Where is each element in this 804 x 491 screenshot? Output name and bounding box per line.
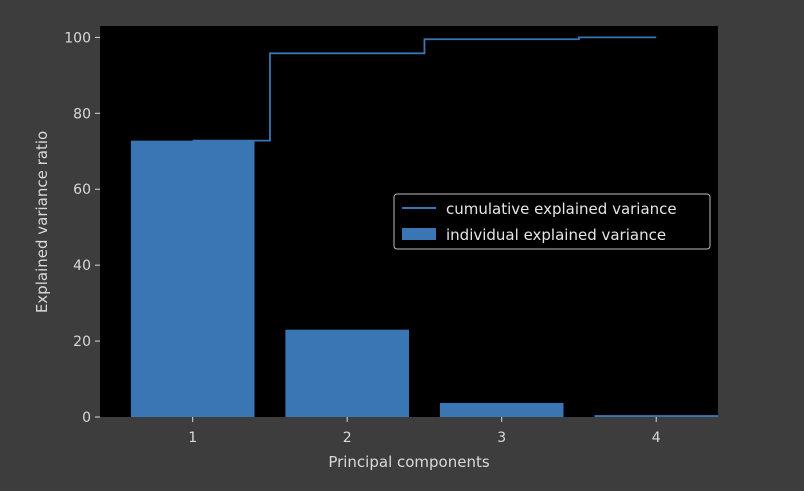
y-tick-label-80: 80: [73, 106, 91, 122]
x-tick-label-2: 2: [343, 430, 352, 446]
legend: cumulative explained variance individual…: [393, 193, 711, 250]
y-tick-label-40: 40: [73, 258, 91, 274]
y-axis-label: Explained variance ratio: [33, 131, 51, 313]
x-axis-label: Principal components: [328, 453, 490, 471]
legend-label-individual: individual explained variance: [446, 226, 666, 244]
x-tick-label-1: 1: [188, 430, 197, 446]
x-tick-label-4: 4: [652, 430, 661, 446]
y-tick-label-0: 0: [82, 410, 91, 426]
legend-bar-swatch: [402, 228, 436, 240]
legend-frame: [393, 193, 711, 250]
x-tick-label-3: 3: [497, 430, 506, 446]
bar-pc-2: [285, 329, 409, 417]
y-tick-label-100: 100: [64, 30, 91, 46]
bar-pc-3: [439, 402, 564, 417]
legend-label-cumulative: cumulative explained variance: [446, 200, 677, 218]
cumulative-variance-step-line: [192, 36, 657, 142]
bar-pc-1: [130, 140, 255, 418]
y-axis-ticks: 0 20 40 60 80 100: [64, 30, 100, 426]
bar-pc-4: [594, 415, 718, 417]
x-axis-ticks: 1 2 3 4: [188, 417, 661, 446]
y-tick-label-60: 60: [73, 182, 91, 198]
y-tick-label-20: 20: [73, 334, 91, 350]
bars-group: [130, 140, 718, 418]
